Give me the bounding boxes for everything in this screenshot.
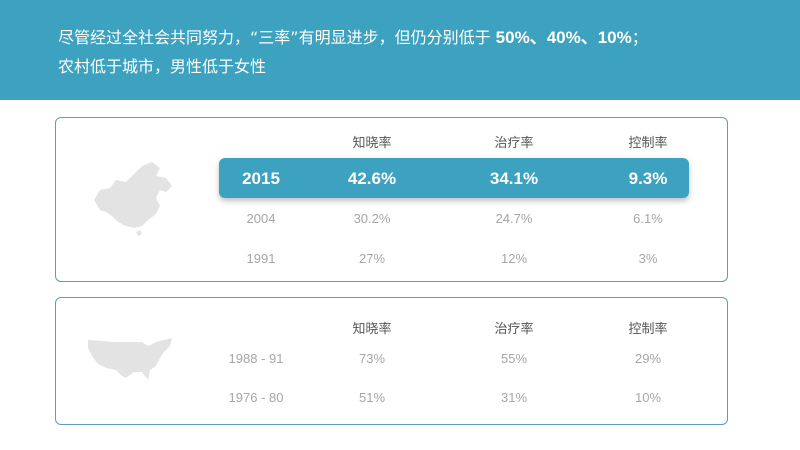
- china-panel: 知晓率 治疗率 控制率 2015 42.6% 34.1% 9.3% 2004 3…: [55, 117, 728, 282]
- highlight-treatment: 34.1%: [489, 169, 539, 188]
- banner-line1-values: 50%、40%、10%: [495, 28, 632, 47]
- row-awareness: 73%: [358, 351, 386, 366]
- row-year: 1991: [246, 251, 276, 266]
- row-awareness: 27%: [358, 251, 386, 266]
- row-treatment: 24.7%: [495, 211, 533, 226]
- row-awareness: 30.2%: [353, 211, 391, 226]
- row-control: 10%: [634, 390, 662, 405]
- header-banner: 尽管经过全社会共同努力，“三率”有明显进步，但仍分别低于 50%、40%、10%…: [0, 0, 800, 100]
- header-treatment: 治疗率: [494, 135, 534, 150]
- row-control: 3%: [638, 251, 658, 266]
- row-year: 2004: [246, 211, 276, 226]
- header-awareness: 知晓率: [352, 135, 392, 150]
- row-treatment: 31%: [500, 390, 528, 405]
- banner-line-1: 尽管经过全社会共同努力，“三率”有明显进步，但仍分别低于 50%、40%、10%…: [58, 27, 648, 49]
- row-treatment: 55%: [500, 351, 528, 366]
- banner-line-2: 农村低于城市，男性低于女性: [58, 57, 267, 76]
- row-control: 29%: [634, 351, 662, 366]
- banner-line1-text: 尽管经过全社会共同努力，“三率”有明显进步，但仍分别低于: [58, 28, 496, 47]
- header-treatment: 治疗率: [494, 321, 534, 336]
- highlight-year: 2015: [242, 169, 280, 188]
- us-panel: 知晓率 治疗率 控制率 1988 - 91 73% 55% 29% 1976 -…: [55, 297, 728, 425]
- china-map-icon: [86, 160, 178, 240]
- row-awareness: 51%: [358, 390, 386, 405]
- row-treatment: 12%: [500, 251, 528, 266]
- row-year: 1988 - 91: [228, 351, 284, 366]
- banner-line1-suffix: ；: [631, 28, 648, 47]
- highlight-control: 9.3%: [628, 169, 668, 188]
- header-control: 控制率: [628, 321, 668, 336]
- header-awareness: 知晓率: [352, 321, 392, 336]
- header-control: 控制率: [628, 135, 668, 150]
- row-year: 1976 - 80: [228, 390, 284, 405]
- highlight-row: 2015 42.6% 34.1% 9.3%: [219, 158, 689, 198]
- highlight-awareness: 42.6%: [347, 169, 397, 188]
- row-control: 6.1%: [633, 211, 663, 226]
- usa-map-icon: [86, 336, 174, 386]
